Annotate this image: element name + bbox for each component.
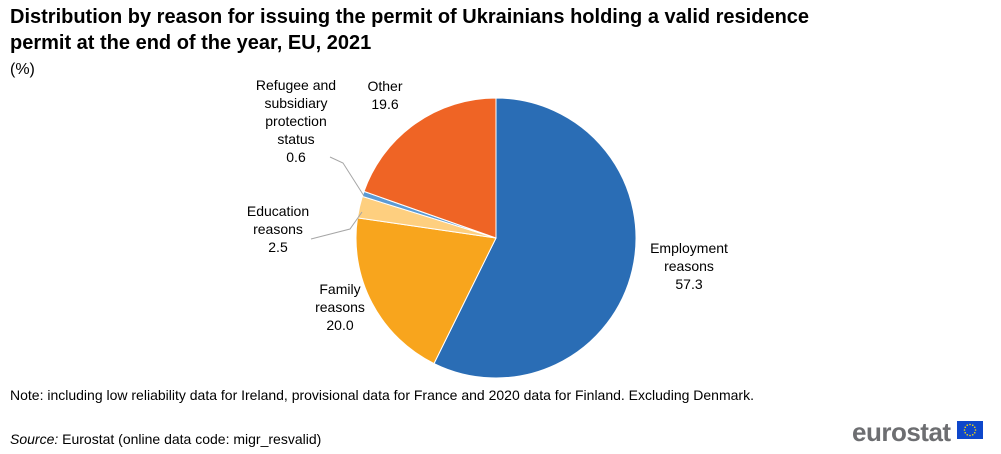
source-text: Eurostat (online data code: migr_resvali… xyxy=(58,431,322,447)
eu-flag-icon xyxy=(957,421,983,439)
pie-slice-family xyxy=(355,217,497,365)
chart-unit: (%) xyxy=(10,61,35,78)
pie-slice-employment xyxy=(433,97,637,379)
data-label-refugee: Refugee and subsidiary protection status 0.6 xyxy=(256,77,336,165)
leader-line-education xyxy=(310,211,363,240)
leader-line-refugee xyxy=(329,156,365,197)
chart-note: Note: including low reliability data for… xyxy=(10,387,754,403)
data-label-employment: Employment reasons 57.3 xyxy=(650,240,728,292)
data-label-family: Family reasons 20.0 xyxy=(315,281,365,333)
chart-title: Distribution by reason for issuing the p… xyxy=(10,6,810,54)
source-label: Source: xyxy=(10,431,59,447)
data-label-education: Education reasons 2.5 xyxy=(247,203,309,255)
data-label-other: Other 19.6 xyxy=(367,78,402,112)
eurostat-logo: eurostat xyxy=(852,417,951,447)
chart-source: Source: Eurostat (online data code: migr… xyxy=(10,431,321,447)
pie-slice-other xyxy=(363,97,497,239)
